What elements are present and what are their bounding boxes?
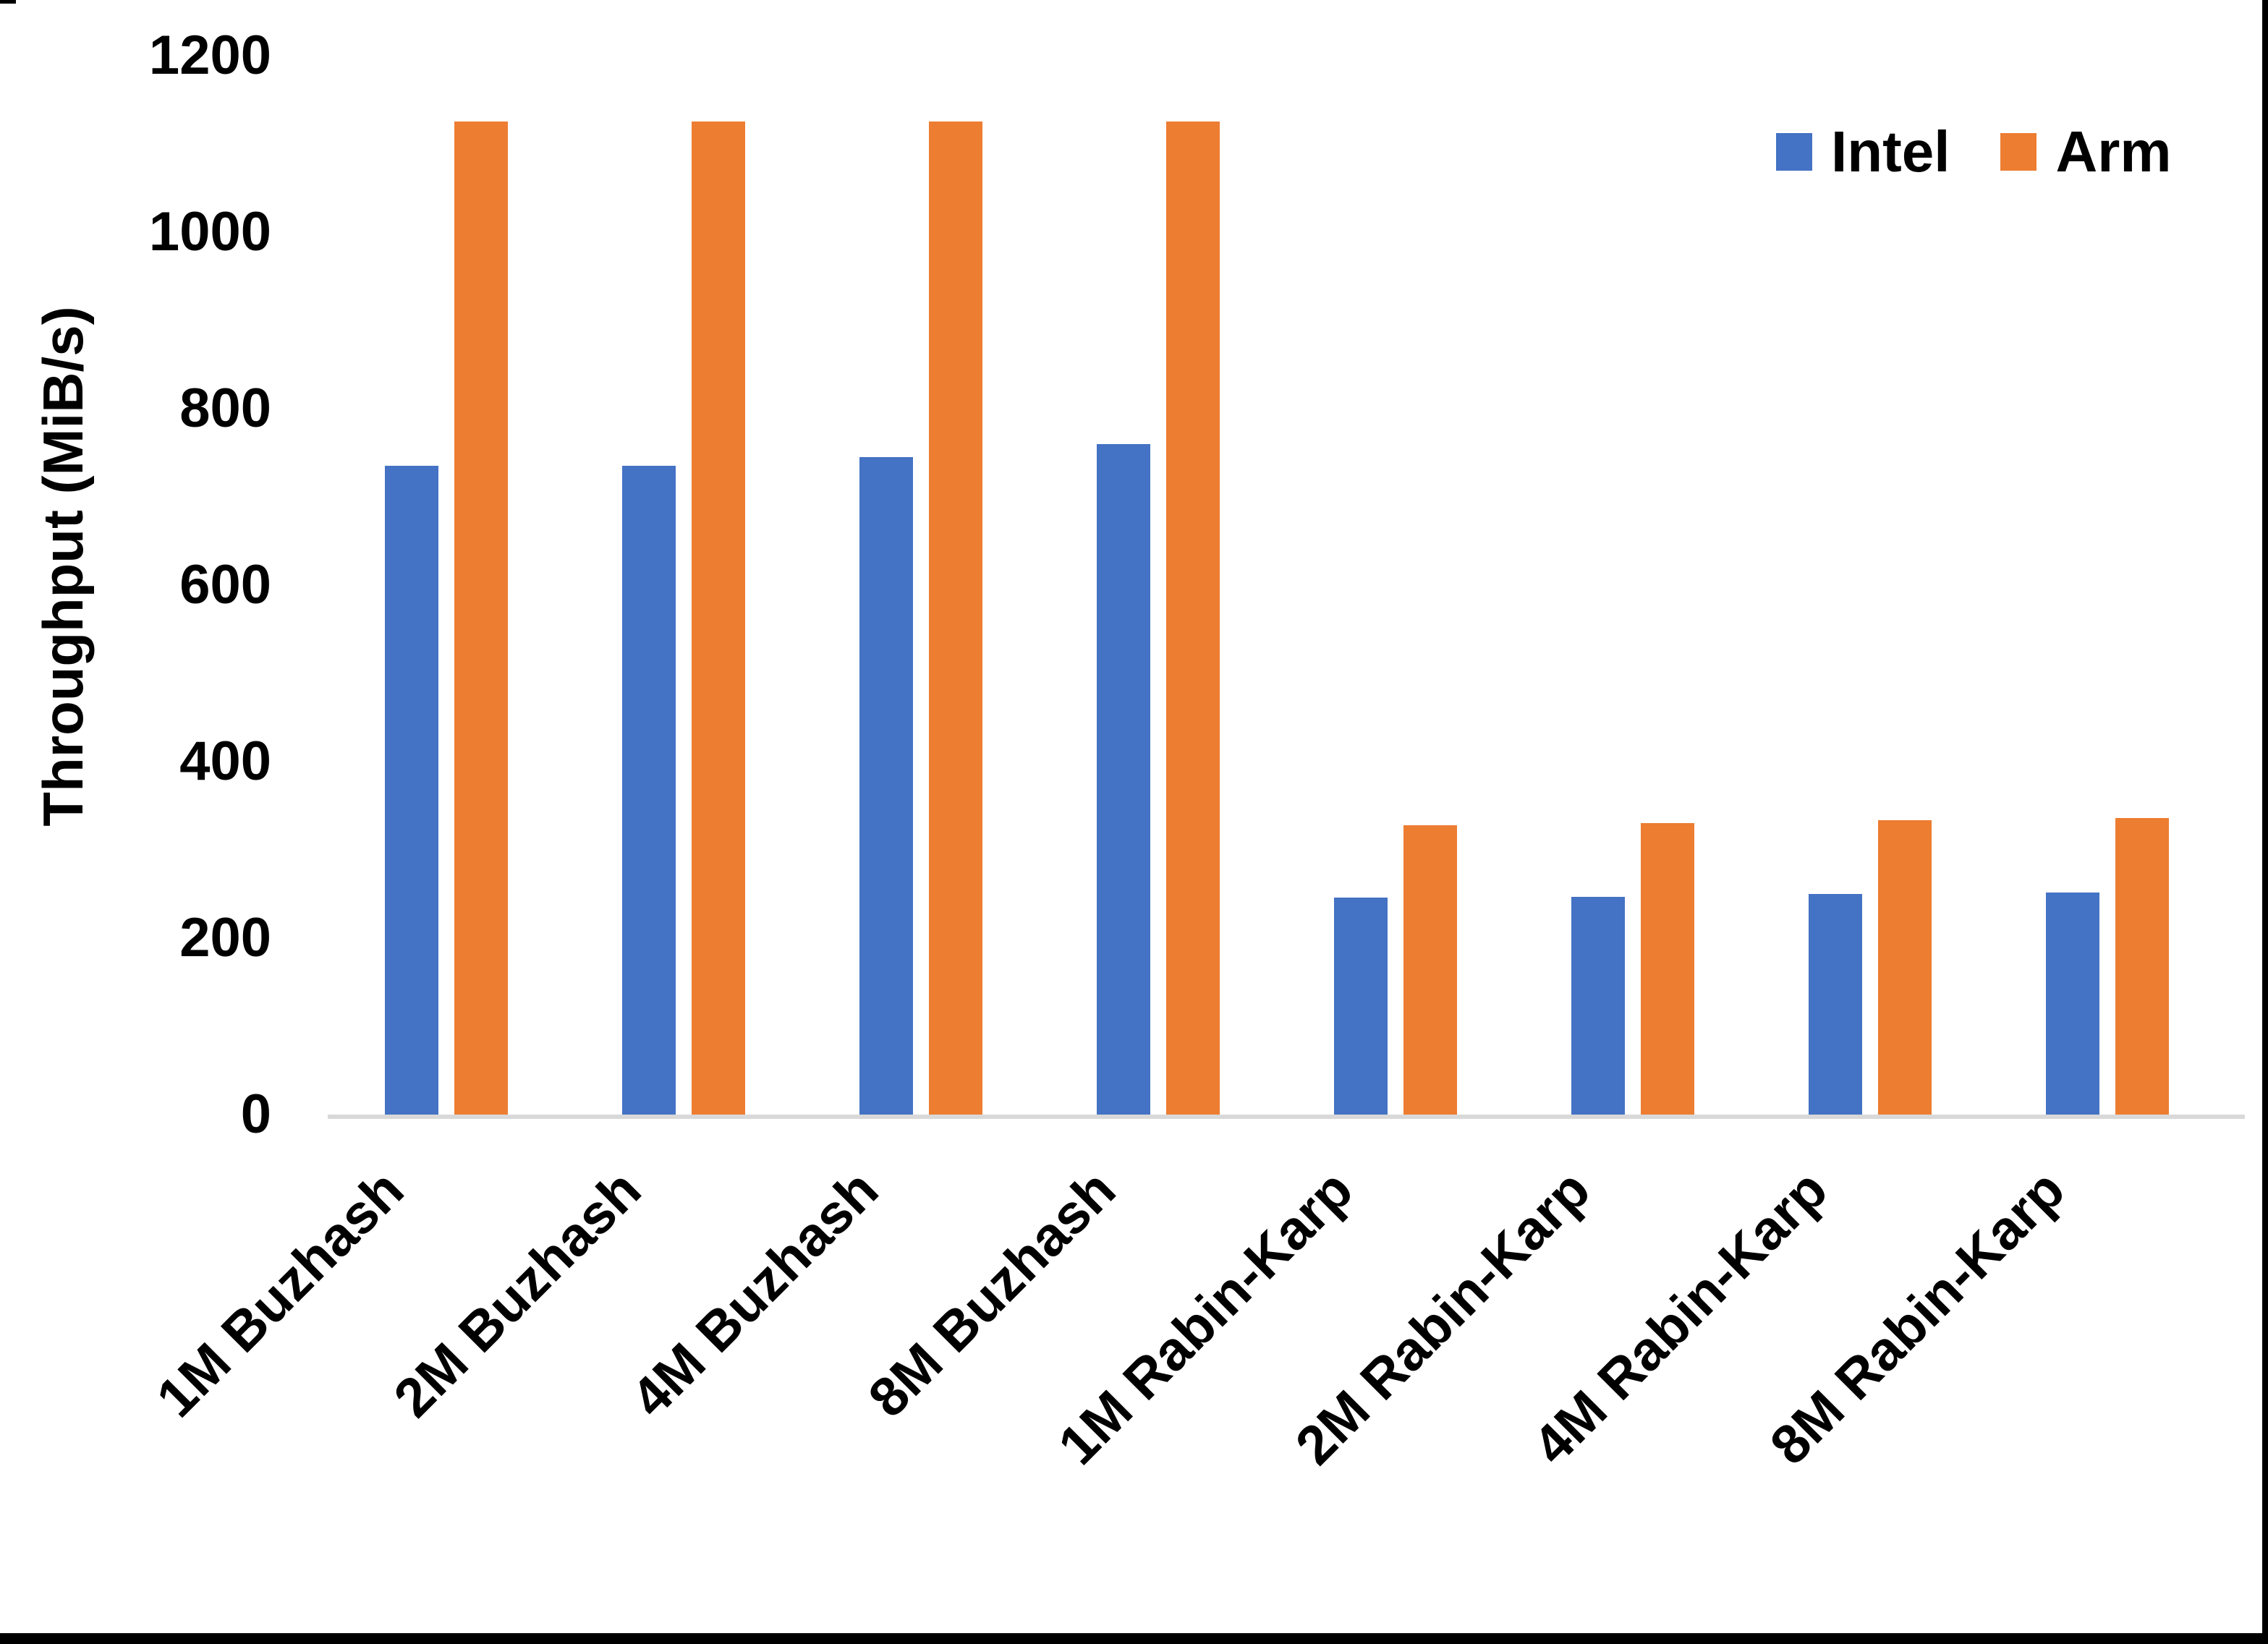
frame-corner-mark <box>0 0 16 4</box>
legend-swatch-intel <box>1776 133 1812 171</box>
frame-border-right <box>2262 0 2268 1644</box>
legend-label: Arm <box>2055 119 2172 184</box>
y-tick-label: 800 <box>179 378 271 439</box>
plot-area <box>328 56 2246 1119</box>
y-tick-label: 1200 <box>148 25 271 86</box>
y-tick-label: 200 <box>179 907 271 968</box>
bar-arm-8 <box>2115 818 2169 1115</box>
legend-item-intel: Intel <box>1776 123 1950 181</box>
legend-label: Intel <box>1831 119 1950 184</box>
y-tick-label: 600 <box>179 554 271 616</box>
legend-item-arm: Arm <box>2000 119 2172 184</box>
legend-swatch-arm <box>2000 133 2037 171</box>
bar-arm-3 <box>929 122 982 1115</box>
bar-intel-7 <box>1809 894 1862 1115</box>
legend: Intel Arm <box>1776 123 2172 181</box>
bar-intel-8 <box>2046 893 2099 1115</box>
bar-arm-2 <box>692 122 745 1115</box>
y-tick-label: 400 <box>179 731 271 792</box>
bar-arm-4 <box>1166 122 1220 1115</box>
bar-arm-6 <box>1641 823 1694 1115</box>
bar-intel-6 <box>1571 897 1625 1115</box>
x-axis-line <box>328 1115 2246 1119</box>
y-tick-label: 1000 <box>148 201 271 263</box>
y-tick-label: 0 <box>240 1083 271 1145</box>
bar-intel-1 <box>385 466 438 1115</box>
bar-arm-1 <box>454 122 508 1115</box>
bar-intel-3 <box>859 457 913 1115</box>
bar-intel-2 <box>622 466 676 1115</box>
bar-arm-5 <box>1403 825 1457 1115</box>
bar-intel-4 <box>1097 444 1150 1115</box>
bar-intel-5 <box>1334 898 1388 1115</box>
frame-border-bottom <box>0 1633 2268 1644</box>
bar-arm-7 <box>1878 820 1932 1115</box>
